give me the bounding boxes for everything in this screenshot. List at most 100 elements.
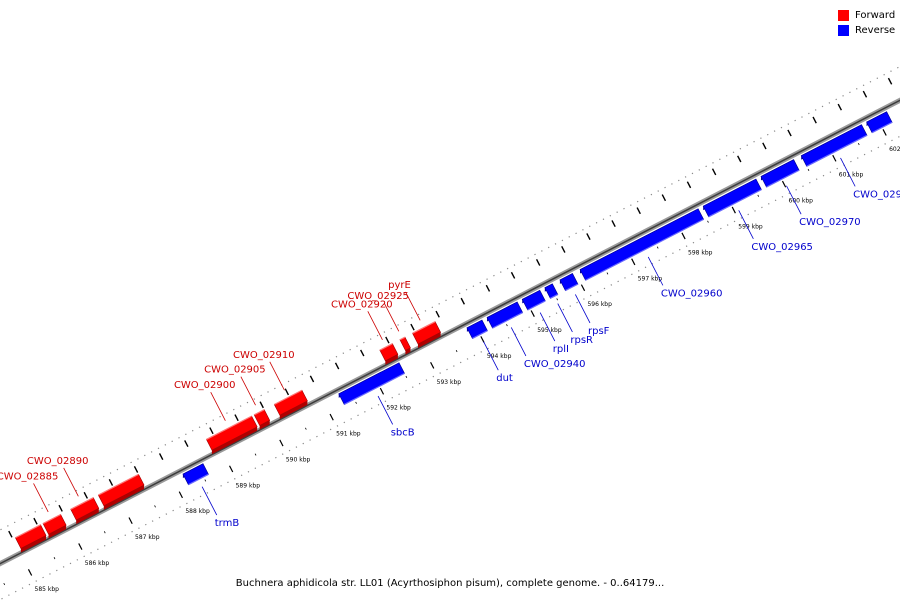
tick-label: 588 kbp (185, 508, 210, 515)
gene-highlight (253, 409, 265, 416)
gene-leader-line (405, 291, 421, 321)
gene-highlight (379, 343, 393, 351)
scale-tick (480, 336, 485, 343)
legend-reverse-label: Reverse (855, 25, 896, 36)
gene-body (579, 208, 705, 281)
gene-leader-line (63, 467, 79, 497)
gene-cwo_02890[interactable] (70, 497, 100, 524)
tick-label: 591 kbp (336, 431, 361, 438)
gene-highlight (550, 293, 559, 299)
scale-tick (807, 168, 810, 171)
tick-label: 600 kbp (789, 198, 814, 205)
gene-cwo_02920[interactable] (379, 343, 399, 365)
forward-swatch (838, 10, 849, 21)
gene-label: CWO_02890 (27, 456, 89, 467)
gene-labels: CWO_02885 CWO_02890 trmB CWO_02900 CWO_02905… (0, 157, 900, 529)
gene-leader-line (383, 302, 400, 332)
gene-features[interactable] (14, 111, 893, 553)
scale-tick (154, 505, 156, 508)
gene-label: CWO_02905 (204, 365, 266, 376)
gene-sbcb[interactable] (338, 362, 405, 405)
scale-tick (781, 180, 787, 188)
gene-dut[interactable] (466, 319, 488, 339)
gene-cwo_02925[interactable] (399, 336, 411, 355)
gene-side-face (76, 508, 99, 524)
scale-tick (27, 569, 33, 576)
gene-trmb[interactable] (182, 463, 209, 486)
genome-backbone (0, 97, 900, 567)
gene-cwo_02910[interactable] (273, 389, 308, 420)
gene-highlight (274, 389, 303, 406)
upper-tick (535, 258, 541, 266)
gene-highlight (188, 473, 209, 486)
scale-tick (3, 582, 6, 586)
backbone-core (0, 99, 900, 565)
scale-tick (379, 387, 385, 395)
tick-label: 592 kbp (386, 405, 411, 412)
upper-tick (510, 271, 516, 279)
gene-label: pyrE (388, 280, 411, 291)
scale-tick (305, 427, 307, 430)
gene-leader-line (33, 483, 49, 513)
scale-tick (53, 557, 56, 560)
upper-tick (334, 362, 340, 370)
scale-tick (506, 324, 508, 327)
gene-rpsr[interactable] (544, 283, 559, 299)
gene-highlight (206, 415, 252, 440)
gene-highlight (472, 330, 488, 339)
gene-label: rplI (553, 344, 569, 355)
gene-unlabeled-21[interactable] (866, 111, 893, 134)
gene-cwo_02905[interactable] (253, 409, 271, 430)
upper-tick (837, 103, 843, 111)
upper-tick (737, 155, 742, 163)
gene-leader-line (510, 327, 527, 357)
upper-tick (133, 466, 139, 473)
gene-highlight (565, 283, 579, 292)
gene-cwo_02975[interactable] (800, 124, 868, 167)
tick-label: 593 kbp (437, 379, 462, 386)
legend-reverse: Reverse (838, 23, 895, 38)
gene-side-face (103, 485, 145, 510)
gene-leader-line (738, 210, 754, 239)
tick-label: 590 kbp (286, 456, 311, 463)
gene-leader-line (840, 157, 856, 187)
gene-rpli[interactable] (521, 289, 546, 311)
gene-cwo_02900[interactable] (206, 415, 258, 455)
gene-cwo_02965[interactable] (702, 178, 762, 218)
gene-body (544, 283, 559, 299)
gene-leader-line (647, 256, 664, 286)
scale-tick (178, 491, 183, 499)
gene-rpsf[interactable] (559, 273, 579, 292)
scale-tick (580, 284, 586, 292)
upper-tick (661, 194, 667, 202)
gene-leader-line (201, 486, 218, 516)
scale-tick (228, 465, 234, 473)
scale-ticks: 585 kbp 586 kbp 587 kbp 588 kbp 589 kbp 590 k… (3, 77, 900, 593)
scale-tick (254, 453, 257, 456)
gene-leader-line (210, 392, 226, 421)
upper-tick (259, 401, 264, 409)
scale-tick (455, 350, 458, 353)
gene-unlabeled-3[interactable] (97, 473, 145, 510)
gene-cwo_02885[interactable] (42, 513, 67, 539)
scale-tick (656, 246, 659, 249)
gene-cwo_02960[interactable] (579, 208, 705, 281)
gene-side-face (279, 400, 308, 420)
scale-tick (329, 413, 334, 421)
upper-tick (711, 168, 717, 176)
gene-cwo_02940[interactable] (486, 301, 524, 329)
gene-label: CWO_02960 (661, 288, 723, 299)
gene-leader-line (574, 294, 591, 324)
upper-tick (385, 336, 390, 344)
gene-leader-line (483, 341, 499, 371)
gene-side-face (385, 354, 398, 365)
upper-tick (435, 310, 440, 318)
gene-unlabeled-0[interactable] (14, 524, 47, 553)
gene-side-face (405, 347, 411, 355)
gene-cwo_02970[interactable] (760, 159, 800, 188)
gene-pyre[interactable] (412, 321, 442, 348)
upper-tick (636, 207, 641, 215)
gene-highlight (399, 336, 406, 341)
upper-tick (762, 142, 767, 150)
gene-label: CWO_02885 (0, 471, 58, 482)
